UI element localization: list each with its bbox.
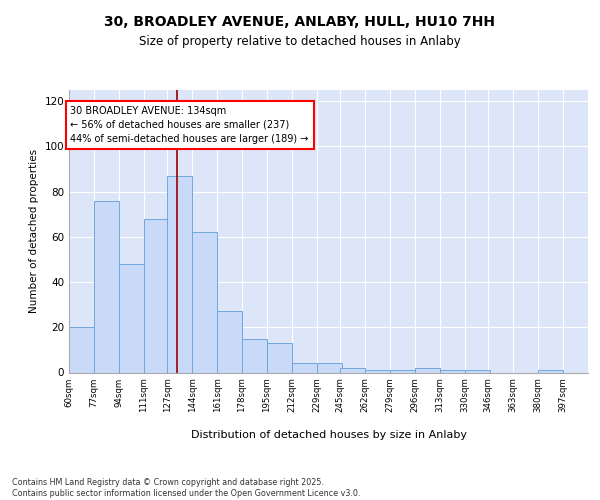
Bar (167, 176, 192, 372)
Bar (292, 364, 317, 372)
Bar (242, 338, 267, 372)
Bar (144, 219, 169, 372)
Bar (440, 370, 465, 372)
Text: 30, BROADLEY AVENUE, ANLABY, HULL, HU10 7HH: 30, BROADLEY AVENUE, ANLABY, HULL, HU10 … (104, 16, 496, 30)
Y-axis label: Number of detached properties: Number of detached properties (29, 149, 39, 314)
Text: 30 BROADLEY AVENUE: 134sqm
← 56% of detached houses are smaller (237)
44% of sem: 30 BROADLEY AVENUE: 134sqm ← 56% of deta… (70, 106, 309, 144)
Bar (192, 232, 217, 372)
Bar (267, 343, 292, 372)
Bar (538, 370, 563, 372)
Bar (415, 368, 440, 372)
Bar (317, 364, 341, 372)
Text: Contains HM Land Registry data © Crown copyright and database right 2025.
Contai: Contains HM Land Registry data © Crown c… (12, 478, 361, 498)
Bar (340, 368, 365, 372)
Bar (69, 328, 94, 372)
Bar (119, 264, 144, 372)
Text: Distribution of detached houses by size in Anlaby: Distribution of detached houses by size … (191, 430, 467, 440)
Bar (465, 370, 490, 372)
Bar (390, 370, 415, 372)
Text: Size of property relative to detached houses in Anlaby: Size of property relative to detached ho… (139, 34, 461, 48)
Bar (94, 200, 119, 372)
Bar (217, 312, 242, 372)
Bar (365, 370, 390, 372)
